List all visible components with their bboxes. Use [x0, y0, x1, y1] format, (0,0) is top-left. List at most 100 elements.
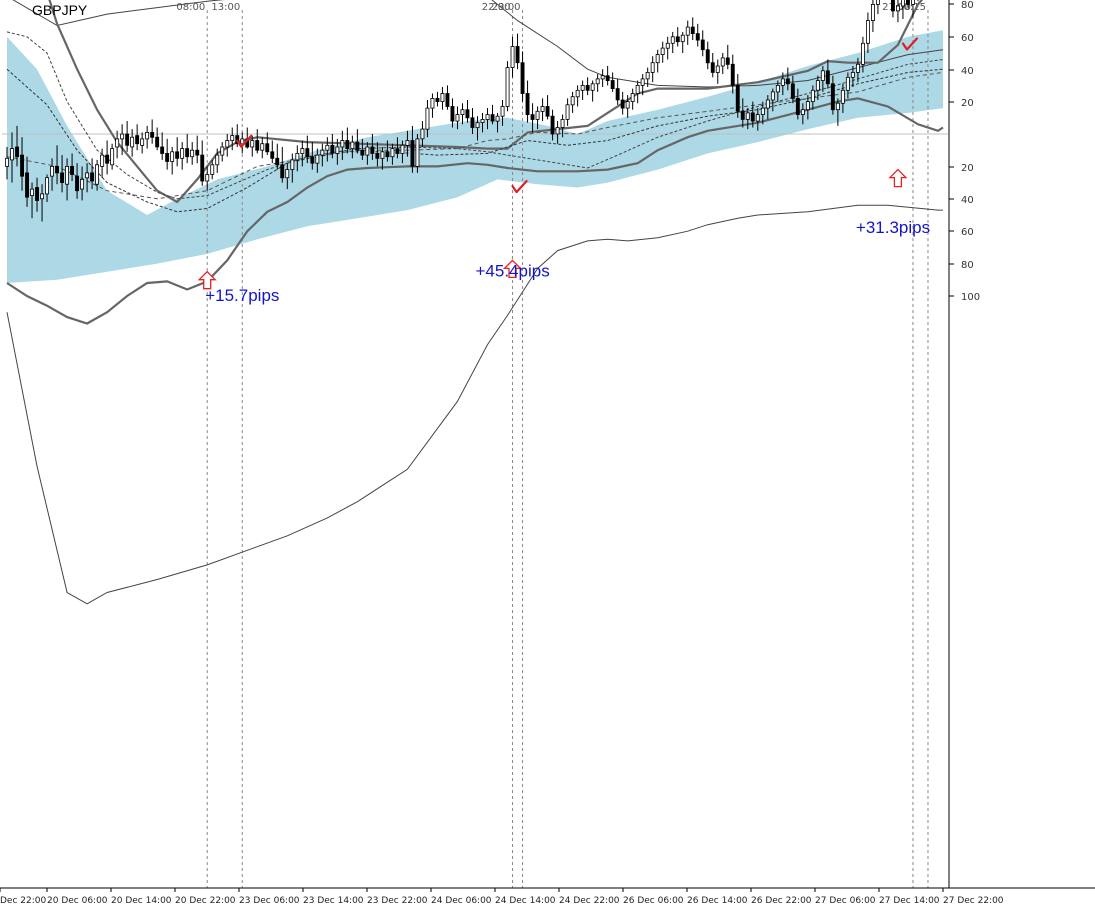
candle	[345, 127, 350, 154]
candle-body	[255, 140, 260, 151]
candle	[150, 119, 155, 144]
candle	[320, 143, 325, 167]
candle-body	[675, 36, 680, 43]
candle-body	[775, 85, 780, 93]
candle-body	[530, 114, 535, 120]
candle	[715, 59, 720, 84]
candle-body	[525, 93, 530, 116]
candle-body	[365, 146, 370, 156]
candle-body	[760, 107, 765, 115]
candle	[505, 61, 510, 112]
candle-body	[15, 146, 19, 158]
candle	[770, 88, 775, 112]
candle-body	[785, 78, 790, 85]
candle-body	[390, 148, 395, 158]
candle	[845, 72, 850, 99]
candle-body	[115, 138, 120, 148]
candle	[260, 137, 265, 159]
candle	[675, 27, 680, 47]
candle	[215, 148, 220, 173]
candle-body	[705, 49, 710, 64]
candle	[485, 108, 490, 130]
candle	[805, 95, 810, 120]
candle	[550, 109, 555, 141]
candle-body	[800, 109, 805, 115]
candle-body	[470, 117, 475, 128]
price-axis[interactable]: 80 60 40 20 20 40 60 80 100	[948, 0, 980, 888]
candle-body	[510, 46, 515, 69]
candle-body	[80, 178, 84, 190]
candle-body	[650, 62, 655, 73]
candle-body	[250, 140, 255, 148]
candle	[255, 129, 260, 154]
candle	[40, 184, 44, 222]
candle	[820, 65, 825, 92]
time-tick-label: 23 Dec 22:00	[367, 896, 428, 906]
candle	[635, 80, 640, 104]
candle-body	[565, 104, 570, 120]
candle	[830, 75, 835, 115]
candle	[445, 85, 450, 110]
candle-body	[190, 149, 195, 158]
candle-body	[400, 144, 405, 154]
candle-body	[480, 119, 485, 124]
candle-body	[395, 148, 400, 154]
candle-body	[861, 42, 865, 65]
candle	[465, 99, 470, 123]
candle-body	[615, 88, 620, 101]
candle-body	[230, 135, 235, 141]
candle-body	[670, 36, 675, 44]
candle	[130, 129, 135, 157]
pips-annotation: +15.7pips	[205, 286, 279, 305]
candle-body	[150, 131, 155, 138]
candle-body	[770, 91, 775, 101]
candle-body	[200, 154, 205, 182]
candle	[115, 130, 120, 159]
candle	[655, 49, 660, 73]
price-tick-label: 40	[961, 66, 974, 77]
candle	[5, 146, 9, 180]
time-tick-label: 27 Dec 14:00	[879, 896, 940, 906]
candle-body	[735, 85, 740, 112]
candle	[595, 74, 600, 92]
candle	[640, 74, 645, 96]
candle	[365, 142, 370, 165]
candle-body	[715, 65, 720, 73]
candle	[680, 31, 685, 53]
candle-body	[335, 146, 340, 154]
candle	[660, 41, 665, 63]
candle-body	[620, 99, 625, 109]
buy-arrow-icon	[888, 168, 908, 188]
candle	[720, 53, 725, 75]
candle-body	[20, 154, 24, 177]
time-tick-label: 24 Dec 22:00	[559, 896, 620, 906]
candle	[835, 98, 840, 126]
candle-body	[825, 70, 830, 85]
candle-body	[896, 5, 900, 12]
candle-body	[70, 165, 74, 175]
time-tick-label: 23 Dec 06:00	[239, 896, 300, 906]
candle-body	[270, 151, 275, 159]
candle	[45, 174, 49, 203]
candlesticks[interactable]	[5, 0, 935, 222]
candle	[305, 135, 310, 164]
candle-body	[685, 26, 690, 36]
candle	[480, 112, 485, 133]
candle-body	[906, 0, 910, 5]
candle	[735, 74, 740, 118]
inner-band-middle	[6, 68, 944, 213]
time-axis[interactable]: Dec 22:00 20 Dec 06:00 20 Dec 14:00 20 Dec …	[0, 887, 1095, 906]
cloud-area	[7, 30, 943, 283]
candle	[670, 31, 675, 53]
candle-body	[515, 46, 520, 64]
candle	[620, 91, 625, 115]
candle	[85, 163, 89, 193]
candle-body	[325, 144, 330, 151]
candle-body	[280, 164, 285, 179]
candle	[575, 85, 580, 107]
candle	[455, 106, 460, 130]
candle-body	[911, 0, 915, 5]
candle-body	[725, 57, 730, 65]
